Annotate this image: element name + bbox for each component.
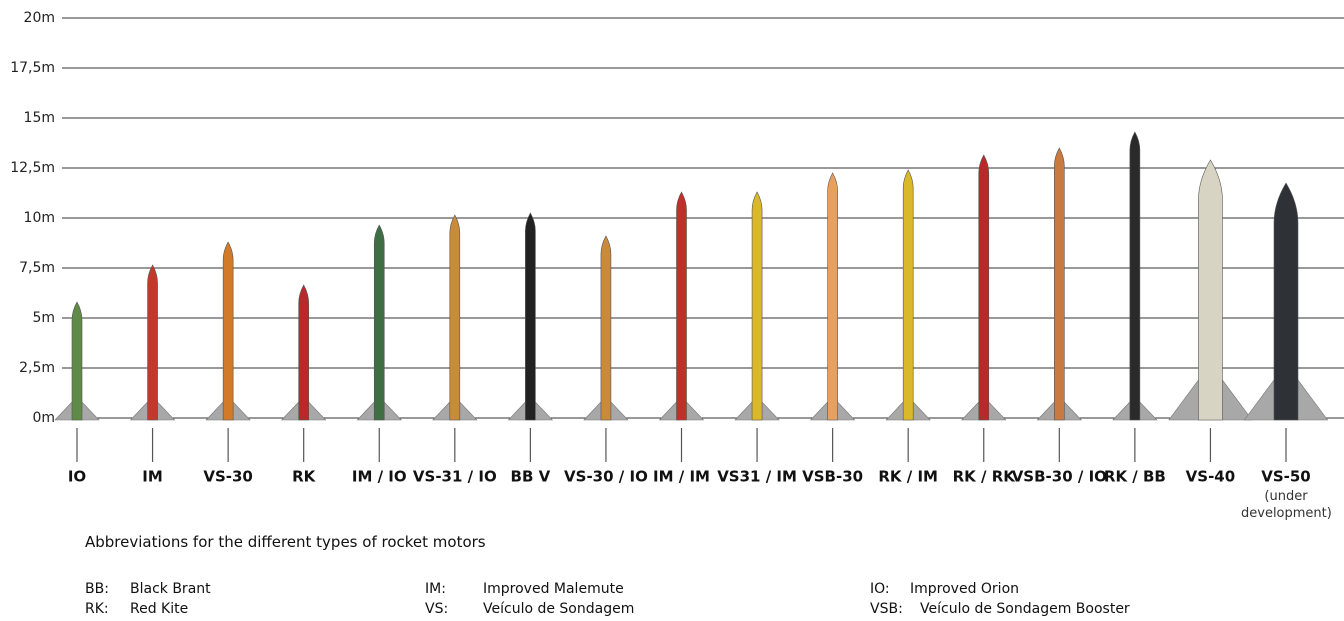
rocket <box>677 192 687 420</box>
x-tick-label: IM / IM <box>653 468 710 486</box>
x-tick-label: VS-40 <box>1186 468 1236 486</box>
x-tick-label: VS31 / IM <box>717 468 797 486</box>
page: 0m 2,5m 5m 7,5m 10m 12,5m 15m 17,5m 20m IO IM VS-30… <box>0 0 1344 621</box>
rocket <box>1274 183 1298 420</box>
y-tick-label: 15m <box>24 110 55 126</box>
annotation: (under development) <box>1241 488 1331 522</box>
x-tick-label: IM <box>142 468 163 486</box>
rocket <box>828 173 838 420</box>
y-tick-label: 12,5m <box>10 160 55 176</box>
y-tick-label: 0m <box>32 410 55 426</box>
abbreviation-meaning: Improved Malemute <box>483 581 624 597</box>
rocket <box>374 225 384 420</box>
y-tick-label: 17,5m <box>10 60 55 76</box>
y-tick-label: 10m <box>24 210 55 226</box>
x-tick-label: IO <box>68 468 86 486</box>
x-tick-label: VS-50 <box>1261 468 1311 486</box>
x-tick-label: RK / BB <box>1104 468 1166 486</box>
x-tick-label: IM / IO <box>352 468 407 486</box>
y-tick-label: 7,5m <box>19 260 55 276</box>
x-tick-label: RK / IM <box>878 468 938 486</box>
rocket <box>450 215 460 420</box>
x-tick-label: VS-30 / IO <box>564 468 648 486</box>
abbreviation: VSB: <box>870 601 903 617</box>
abbreviation-meaning: Black Brant <box>130 581 211 597</box>
rocket <box>903 170 913 420</box>
abbreviation-meaning: Improved Orion <box>910 581 1019 597</box>
rocket <box>1130 132 1140 420</box>
x-tick-label: BB V <box>511 468 551 486</box>
rocket <box>601 236 611 420</box>
rocket <box>299 285 309 420</box>
chart: 0m 2,5m 5m 7,5m 10m 12,5m 15m 17,5m 20m IO IM VS-30… <box>0 0 1344 530</box>
y-tick-label: 2,5m <box>19 360 55 376</box>
x-tick-label: VSB-30 / IO <box>1012 468 1107 486</box>
rocket <box>525 213 535 420</box>
x-tick-label: VSB-30 <box>802 468 863 486</box>
rocket <box>72 302 82 420</box>
y-tick-label: 20m <box>24 10 55 26</box>
x-tick-label: VS-31 / IO <box>413 468 497 486</box>
x-tick-label: RK / RK <box>953 468 1017 486</box>
x-tick-label: RK <box>292 468 317 486</box>
rocket <box>223 242 233 420</box>
abbreviation: BB: <box>85 581 109 597</box>
abbreviation: RK: <box>85 601 109 617</box>
rocket <box>752 192 762 420</box>
abbreviation-meaning: Red Kite <box>130 601 188 617</box>
abbreviations-title: Abbreviations for the different types of… <box>85 533 486 551</box>
abbreviation-meaning: Veículo de Sondagem <box>483 601 634 617</box>
abbreviation: IM: <box>425 581 446 597</box>
rocket <box>148 265 158 420</box>
abbreviation-meaning: Veículo de Sondagem Booster <box>920 601 1130 617</box>
rocket <box>1054 148 1064 420</box>
rocket <box>1198 160 1222 420</box>
x-tick-label: VS-30 <box>203 468 253 486</box>
abbreviation: VS: <box>425 601 448 617</box>
y-tick-label: 5m <box>32 310 55 326</box>
rocket <box>979 155 989 420</box>
abbreviation: IO: <box>870 581 890 597</box>
